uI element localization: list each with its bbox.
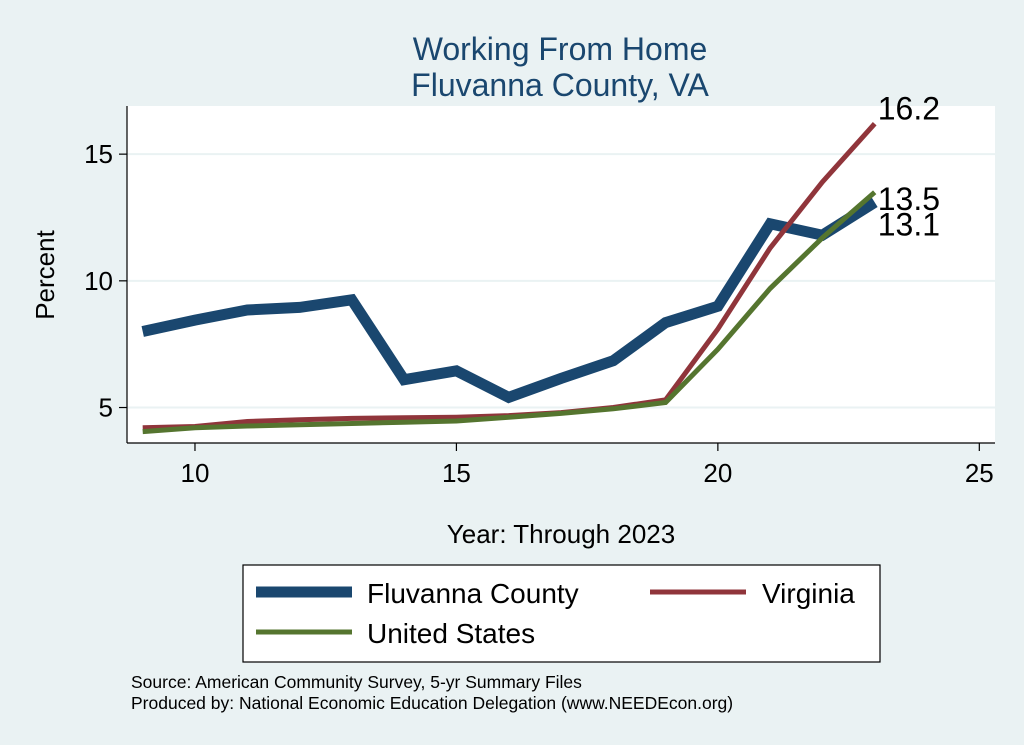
x-axis-title: Year: Through 2023: [447, 519, 675, 549]
legend-box: [242, 564, 881, 663]
x-tick-label: 25: [965, 458, 994, 488]
chart-title-line-1: Working From Home: [413, 31, 708, 67]
x-tick-label: 20: [703, 458, 732, 488]
series-lines: [141, 122, 878, 435]
axes: 5 10 15 10 15 20 25: [84, 106, 995, 488]
x-tick-label: 10: [181, 458, 210, 488]
end-labels: 13.1 16.2 13.5: [878, 91, 940, 243]
produced-by-note: Produced by: National Economic Education…: [131, 693, 733, 713]
series-line-united-states: [142, 190, 877, 435]
end-label-virginia: 16.2: [878, 91, 940, 127]
legend-label-fluvanna: Fluvanna County: [367, 578, 579, 609]
end-label-fluvanna-county: 13.1: [878, 206, 940, 242]
end-label-united-states: 13.5: [878, 181, 940, 217]
x-tick-label: 15: [442, 458, 471, 488]
y-tick-label: 15: [84, 139, 113, 169]
series-line-fluvanna-county: [141, 197, 878, 404]
legend: Fluvanna County Virginia United States: [242, 564, 881, 663]
chart-title-line-2: Fluvanna County, VA: [411, 67, 709, 103]
y-tick-label: 10: [84, 266, 113, 296]
legend-label-virginia: Virginia: [762, 578, 855, 609]
y-tick-label: 5: [99, 393, 113, 423]
plot-area: [127, 106, 995, 443]
legend-label-united-states: United States: [367, 618, 535, 649]
source-note: Source: American Community Survey, 5-yr …: [131, 672, 582, 692]
y-axis-title: Percent: [30, 229, 60, 319]
